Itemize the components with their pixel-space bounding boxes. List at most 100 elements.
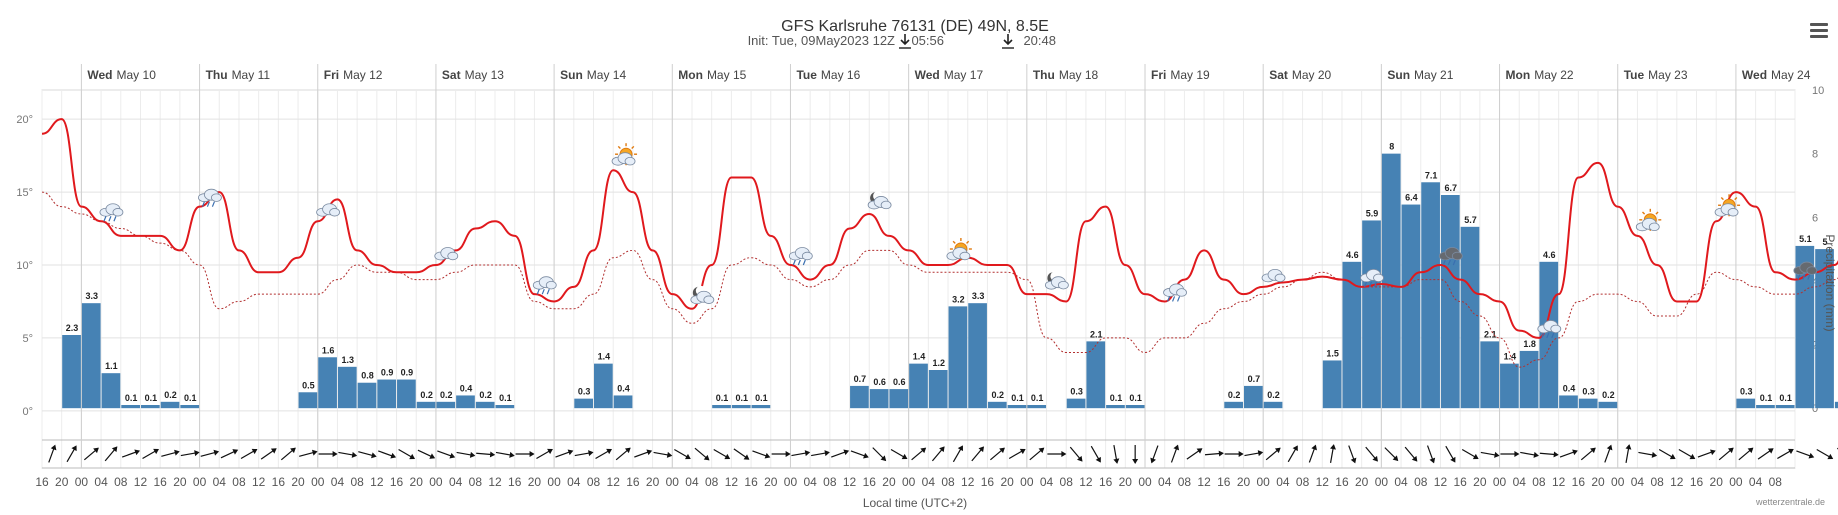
precipitation-value-label: 4.6 [1346, 250, 1359, 260]
precipitation-value-label: 0.2 [992, 390, 1005, 400]
sun-ray [1720, 196, 1724, 201]
wind-head [1311, 444, 1317, 451]
precipitation-value-label: 0.1 [1760, 393, 1773, 403]
rain-drop [201, 201, 205, 207]
precipitation-bar [889, 389, 909, 409]
hour-tick: 08 [1769, 475, 1783, 489]
hour-tick: 16 [863, 475, 877, 489]
cloud-puff [703, 295, 715, 304]
wind-head [1787, 448, 1794, 455]
wind-arrow-icon [1069, 446, 1083, 462]
day-label: Tue May 23 [1624, 68, 1688, 82]
hour-tick: 16 [154, 475, 168, 489]
wind-head [371, 452, 377, 459]
day-label: Wed May 24 [1742, 68, 1811, 82]
wind-head [1292, 445, 1298, 452]
wind-head [1808, 452, 1815, 459]
precipitation-value-label: 0.4 [617, 383, 630, 393]
precipitation-bar [1598, 401, 1618, 409]
hamburger-menu-icon[interactable] [1810, 20, 1828, 41]
temperature-lines [41, 118, 1838, 368]
day-label: Wed May 17 [915, 68, 984, 82]
wind-head [1411, 455, 1418, 462]
rain-drop [1176, 296, 1181, 302]
wind-head [409, 453, 416, 460]
hour-tick: 20 [1237, 475, 1251, 489]
day-of-week: Fri [1151, 68, 1166, 82]
day-of-week: Sun [1387, 68, 1410, 82]
wind-head [153, 448, 159, 455]
precipitation-value-label: 0.8 [361, 371, 374, 381]
wind-arrow-icon [1384, 447, 1399, 462]
hour-tick: 12 [134, 475, 148, 489]
hour-tick: 20 [291, 475, 305, 489]
precipitation-value-label: 1.2 [932, 358, 945, 368]
day-date: May 13 [465, 68, 505, 82]
wind-head [588, 450, 594, 457]
wind-arrow-icon [555, 449, 574, 458]
hour-tick: 20 [528, 475, 542, 489]
rain-drop [1447, 259, 1451, 266]
wind-head [1827, 453, 1834, 460]
cloud-puff [1648, 222, 1660, 232]
wind-arrow-icon [791, 450, 811, 457]
rain-icon [1360, 268, 1384, 288]
wind-arrow-icon [1113, 445, 1120, 464]
wind-arrow-icon [771, 451, 791, 457]
wind-arrow-icon [476, 451, 496, 458]
day-date: May 19 [1170, 68, 1210, 82]
wind-arrow-icon [1796, 450, 1815, 459]
precipitation-bar [613, 395, 633, 409]
cloud-puff [1274, 273, 1286, 283]
rain-drop [1363, 281, 1368, 288]
cloud-puff [1550, 324, 1562, 334]
hour-tick: 00 [1138, 475, 1152, 489]
hour-tick: 08 [1414, 475, 1428, 489]
precipitation-bar [909, 363, 928, 409]
wind-head [646, 449, 653, 456]
cloud-icon [434, 247, 459, 261]
cloud-puff [545, 280, 557, 290]
wind-arrow-icon [48, 444, 57, 463]
wind-head [1572, 449, 1578, 456]
hour-tick: 16 [272, 475, 286, 489]
sun-ray [1655, 211, 1659, 215]
rain-drop [1546, 332, 1550, 339]
cloud-puff [112, 208, 124, 217]
x-axis-title: Local time (UTC+2) [863, 496, 967, 510]
day-label: Mon May 15 [678, 68, 746, 82]
precipitation-bar [1578, 398, 1598, 409]
precipitation-tick: 4 [1812, 276, 1818, 288]
wind-arrow-icon [1520, 451, 1539, 458]
hour-tick: 08 [823, 475, 837, 489]
precipitation-bar [712, 405, 731, 409]
precipitation-value-label: 8 [1389, 142, 1394, 152]
rain-icon [532, 276, 557, 295]
precipitation-bar [1756, 405, 1775, 409]
wind-head [311, 449, 318, 456]
wind-head [684, 453, 691, 460]
hour-tick: 04 [1749, 475, 1763, 489]
wind-head [1651, 451, 1658, 458]
cloud-puff [1373, 273, 1384, 283]
hour-tick: 16 [35, 475, 49, 489]
wind-arrow-icon [1287, 445, 1298, 463]
precipitation-bar [1322, 360, 1342, 409]
wind-head [509, 451, 515, 458]
wind-arrow-icon [811, 450, 830, 457]
rain-icon [99, 203, 124, 222]
hour-tick: 00 [1375, 475, 1389, 489]
wind-head [1095, 456, 1101, 463]
wind-arrow-icon [358, 451, 377, 459]
wind-head [1019, 448, 1026, 455]
wind-arrow-icon [674, 448, 691, 460]
hour-tick: 04 [1158, 475, 1172, 489]
wind-arrow-icon [338, 451, 358, 458]
hour-tick: 20 [646, 475, 660, 489]
precipitation-value-label: 0.1 [1031, 393, 1044, 403]
day-label: Mon May 22 [1506, 68, 1574, 82]
hour-tick: 04 [1631, 475, 1645, 489]
precipitation-bar [1086, 341, 1106, 409]
wind-head [764, 452, 771, 459]
hour-tick: 00 [547, 475, 561, 489]
